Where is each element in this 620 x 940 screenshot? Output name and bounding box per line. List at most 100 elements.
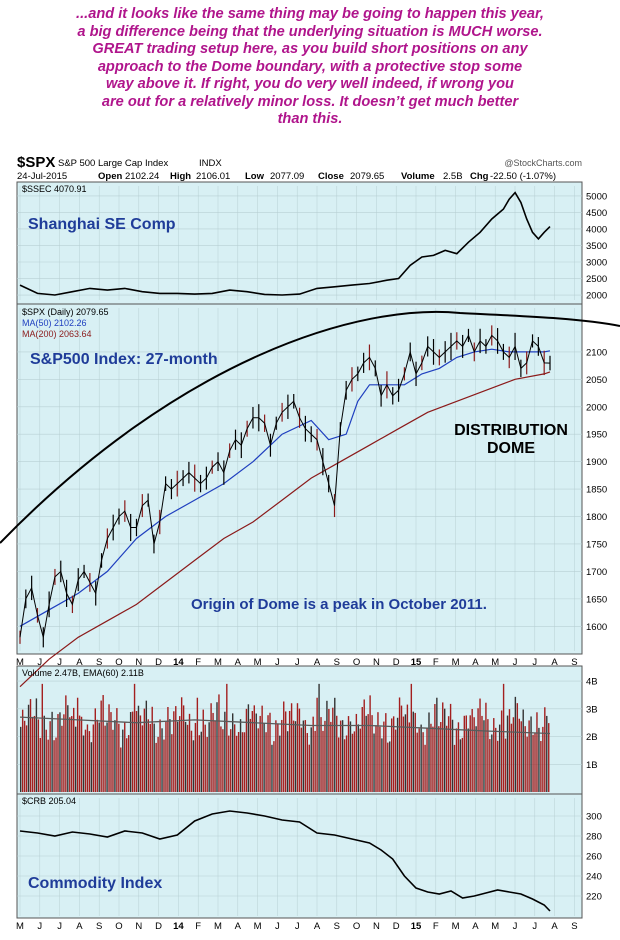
x-tick-label: D — [393, 921, 400, 932]
volume-bar — [206, 736, 208, 792]
volume-bar — [202, 709, 204, 793]
chg-label: Chg — [470, 171, 489, 182]
volume-bar — [394, 729, 397, 793]
volume-bar — [243, 732, 246, 792]
volume-bar — [224, 711, 226, 792]
volume-bar — [300, 727, 303, 792]
headline-line: way above it. If right, you do very well… — [106, 76, 514, 92]
volume-bar — [312, 716, 314, 793]
x-tick-label: S — [334, 657, 340, 668]
volume-bar — [375, 725, 377, 793]
volume-bar — [63, 714, 65, 793]
volume-bar — [302, 720, 305, 792]
volume-bar — [420, 724, 422, 792]
volume-bar — [208, 722, 210, 792]
x-tick-label: D — [155, 657, 162, 668]
volume-bar — [188, 713, 191, 793]
volume-bar — [37, 719, 40, 793]
volume-bar — [292, 720, 295, 792]
x-tick-label: 14 — [173, 657, 184, 668]
volume-bar — [106, 722, 108, 793]
volume-bar — [286, 731, 289, 792]
volume-bar — [481, 715, 483, 793]
volume-bar — [359, 728, 361, 793]
volume-bar — [226, 683, 228, 792]
volume-bar — [216, 702, 218, 793]
volume-bar — [483, 720, 485, 793]
volume-bar — [153, 723, 155, 793]
volume-bar — [169, 719, 171, 793]
volume-bar — [171, 734, 173, 792]
volume-bar — [35, 698, 38, 793]
volume-bar — [398, 697, 401, 792]
volume-bar — [180, 697, 183, 792]
volume-bar — [21, 709, 24, 792]
volume-bar — [526, 736, 528, 793]
volume-bar — [261, 705, 263, 793]
volume-bar — [253, 705, 255, 793]
y-tick-label: 1850 — [586, 485, 607, 496]
volume-bar — [239, 719, 242, 793]
x-tick-label: N — [135, 657, 142, 668]
x-tick-label: A — [472, 657, 479, 668]
x-tick-label: M — [452, 921, 460, 932]
x-tick-label: N — [373, 657, 380, 668]
x-tick-label: S — [571, 657, 577, 668]
volume-bar — [497, 740, 499, 793]
volume-bar — [281, 719, 283, 793]
open-label: Open — [98, 171, 122, 182]
volume-bar — [530, 716, 532, 792]
volume-bar — [161, 728, 163, 793]
ssec-legend: $SSEC 4070.91 — [22, 184, 87, 194]
volume-bar — [51, 711, 53, 793]
volume-bar — [449, 703, 452, 792]
y-tick-label: 220 — [586, 892, 602, 903]
volume-bar — [493, 718, 495, 792]
volume-bar — [353, 731, 356, 792]
x-tick-label: O — [115, 921, 122, 932]
y-tick-label: 1950 — [586, 430, 607, 441]
x-tick-label: M — [491, 921, 499, 932]
volume-bar — [126, 738, 128, 793]
volume-bars — [20, 683, 550, 793]
x-tick-label: J — [275, 921, 280, 932]
volume-bar — [457, 722, 460, 792]
volume-value: 2.5B — [443, 171, 463, 182]
volume-bar — [522, 709, 524, 793]
volume-bar — [88, 731, 91, 793]
volume-bar — [33, 715, 36, 792]
volume-bar — [546, 715, 548, 793]
volume-bar — [31, 716, 34, 792]
volume-bar — [175, 706, 177, 792]
volume-bar — [271, 744, 273, 792]
low-label: Low — [245, 171, 265, 182]
volume-bar — [149, 723, 151, 792]
dome-label-line2: DOME — [487, 440, 535, 457]
volume-bar — [520, 721, 522, 792]
x-tick-label: J — [513, 657, 518, 668]
x-tick-label: A — [472, 921, 479, 932]
volume-bar — [82, 735, 85, 792]
headline-line: a big difference being that the underlyi… — [77, 23, 543, 40]
stock-chart: $SPX S&P 500 Large Cap Index INDX @Stock… — [0, 154, 620, 932]
volume-bar — [402, 716, 405, 792]
volume-bar — [473, 717, 475, 793]
x-tick-label: A — [76, 921, 83, 932]
volume-bar — [220, 726, 222, 793]
volume-bar — [343, 739, 346, 792]
volume-bar — [438, 726, 440, 792]
volume-bar — [100, 700, 102, 792]
volume-bar — [516, 703, 519, 793]
crb-series-line — [19, 810, 551, 912]
spx-panel-label: S&P500 Index: 27-month — [30, 351, 218, 368]
volume-bar — [330, 721, 332, 793]
volume-bar — [524, 726, 526, 792]
volume-bar — [467, 728, 469, 793]
x-tick-label: N — [373, 921, 380, 932]
x-tick-label: A — [235, 921, 242, 932]
volume-bar — [400, 705, 403, 792]
volume-bar — [90, 742, 93, 792]
x-tick-label: J — [37, 921, 42, 932]
y-tick-label: 2B — [586, 732, 598, 743]
volume-bar — [361, 707, 363, 793]
